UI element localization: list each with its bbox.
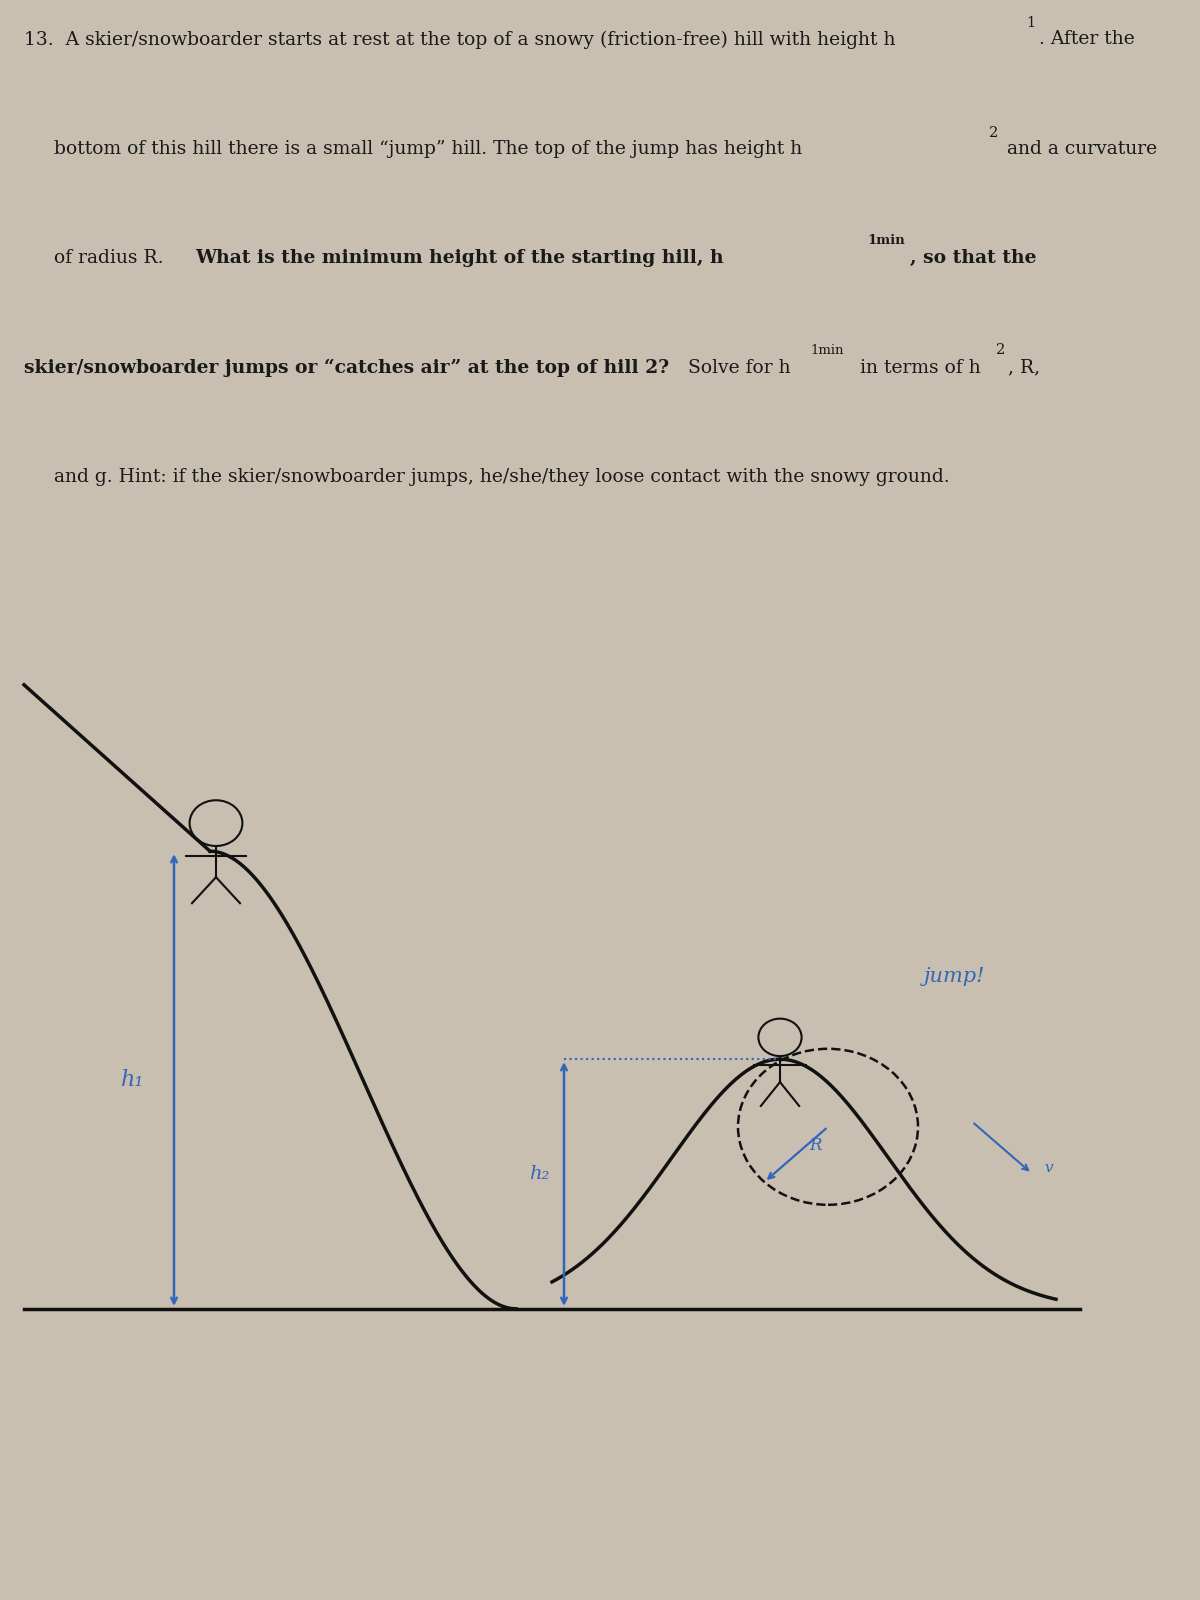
Text: h₁: h₁ (121, 1069, 144, 1091)
Text: R: R (810, 1138, 822, 1154)
Text: jump!: jump! (924, 966, 985, 986)
Text: , so that the: , so that the (910, 250, 1036, 267)
Text: Solve for h: Solve for h (682, 358, 791, 376)
Text: bottom of this hill there is a small “jump” hill. The top of the jump has height: bottom of this hill there is a small “ju… (54, 139, 803, 158)
Text: 1min: 1min (868, 235, 905, 248)
Text: What is the minimum height of the starting hill, h: What is the minimum height of the starti… (196, 250, 725, 267)
Text: and g. Hint: if the skier/snowboarder jumps, he/she/they loose contact with the : and g. Hint: if the skier/snowboarder ju… (54, 469, 949, 486)
Text: , R,: , R, (1008, 358, 1040, 376)
Text: 1min: 1min (810, 344, 844, 357)
Text: in terms of h: in terms of h (854, 358, 982, 376)
Text: 13.  A skier/snowboarder starts at rest at the top of a snowy (friction-free) hi: 13. A skier/snowboarder starts at rest a… (24, 30, 895, 48)
Text: of radius R.: of radius R. (54, 250, 169, 267)
Text: 1: 1 (1026, 16, 1036, 30)
Text: skier/snowboarder jumps or “catches air” at the top of hill 2?: skier/snowboarder jumps or “catches air”… (24, 358, 670, 378)
Text: 2: 2 (989, 126, 998, 139)
Text: v: v (1044, 1162, 1052, 1176)
Text: . After the: . After the (1039, 30, 1135, 48)
Text: h₂: h₂ (529, 1165, 550, 1182)
Text: 2: 2 (996, 342, 1006, 357)
Text: and a curvature: and a curvature (1001, 139, 1157, 158)
